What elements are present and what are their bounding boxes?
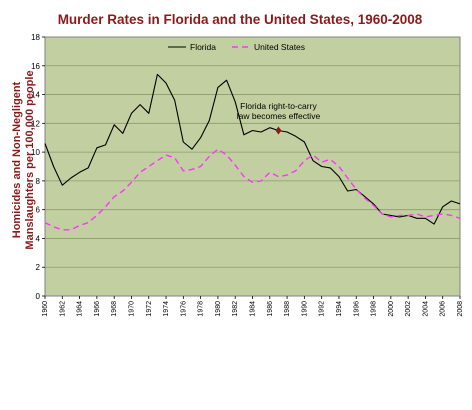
y-tick-label: 14 [31, 91, 40, 100]
legend-label-united-states: United States [254, 42, 305, 52]
y-tick-label: 2 [36, 263, 41, 272]
x-tick-label: 1996 [353, 301, 360, 317]
y-tick-label: 4 [36, 234, 41, 243]
legend-label-florida: Florida [190, 42, 216, 52]
x-tick-label: 1964 [77, 301, 84, 317]
x-tick-label: 1994 [336, 301, 343, 317]
plot-area [45, 37, 460, 296]
x-tick-label: 1970 [128, 301, 135, 317]
x-tick-label: 1980 [215, 301, 222, 317]
chart-container: Murder Rates in Florida and the United S… [0, 0, 472, 340]
x-tick-label: 1984 [250, 301, 257, 317]
x-tick-label: 1998 [371, 301, 378, 317]
x-tick-label: 2006 [440, 301, 447, 317]
x-tick-label: 2002 [405, 301, 412, 317]
y-axis-label-line1: Homicides and Non-Negligent [11, 81, 23, 238]
x-tick-label: 1974 [163, 301, 170, 317]
y-tick-label: 18 [31, 33, 40, 42]
y-tick-label: 16 [31, 62, 40, 71]
x-tick-label: 2008 [457, 301, 464, 317]
x-tick-label: 1982 [232, 301, 239, 317]
x-tick-label: 1960 [42, 301, 49, 317]
x-tick-label: 1966 [94, 301, 101, 317]
chart-title: Murder Rates in Florida and the United S… [58, 12, 423, 27]
x-tick-label: 1978 [198, 301, 205, 317]
x-tick-label: 1986 [267, 301, 274, 317]
x-tick-label: 1992 [319, 301, 326, 317]
x-axis-ticks: 1960 1962 1964 1966 1968 1970 1972 1974 1976 1978… [42, 296, 464, 317]
line-chart: Murder Rates in Florida and the United S… [0, 0, 472, 340]
y-tick-label: 6 [36, 206, 41, 215]
x-tick-label: 1962 [59, 301, 66, 317]
y-tick-label: 12 [31, 119, 40, 128]
y-tick-label: 0 [36, 292, 41, 301]
x-tick-label: 1972 [146, 301, 153, 317]
y-tick-label: 10 [31, 148, 40, 157]
annotation-text-line1: Florida right-to-carry [240, 101, 317, 111]
x-tick-label: 1976 [180, 301, 187, 317]
x-tick-label: 1988 [284, 301, 291, 317]
x-tick-label: 2004 [422, 301, 429, 317]
x-tick-label: 1968 [111, 301, 118, 317]
x-tick-label: 2000 [388, 301, 395, 317]
x-tick-label: 1990 [301, 301, 308, 317]
y-tick-label: 8 [36, 177, 41, 186]
annotation-text-line2: law becomes effective [237, 111, 321, 121]
